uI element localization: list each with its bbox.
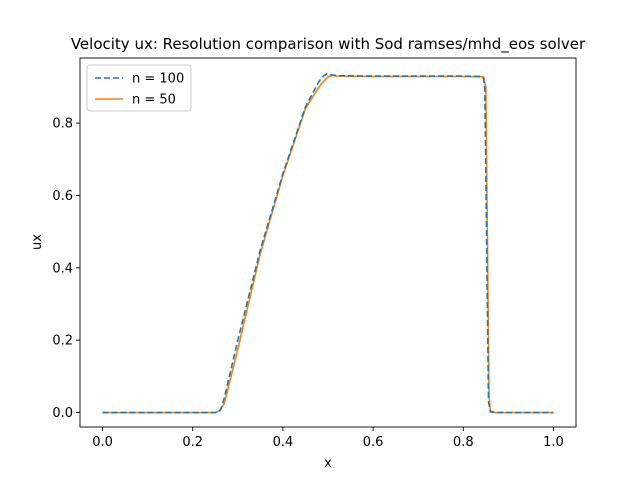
y-tick-label-0: 0.0 (52, 406, 73, 421)
axes-frame (79, 57, 577, 428)
legend-label-0: n = 100 (132, 72, 184, 87)
x-tick-label-4: 0.8 (453, 435, 474, 450)
legend: n = 100 n = 50 (86, 64, 192, 112)
chart-title: Velocity ux: Resolution comparison with … (71, 35, 586, 54)
plot-area: 0.0 0.2 0.4 0.6 0.8 1.0 0.0 0.2 0.4 0.6 0.8 (52, 57, 577, 450)
y-tick-label-1: 0.2 (52, 334, 73, 349)
x-tick-label-1: 0.2 (182, 435, 203, 450)
x-tick-label-2: 0.4 (273, 435, 294, 450)
x-tick-label-3: 0.6 (363, 435, 384, 450)
x-tick-label-5: 1.0 (543, 435, 564, 450)
y-tick-label-4: 0.8 (52, 117, 73, 132)
y-tick-label-3: 0.6 (52, 189, 73, 204)
series-line-0 (102, 73, 554, 414)
x-tick-label-0: 0.0 (92, 435, 113, 450)
y-axis-label: ux (30, 234, 45, 250)
y-tick-label-2: 0.4 (52, 261, 73, 276)
legend-label-1: n = 50 (132, 93, 176, 108)
x-axis-label: x (324, 456, 332, 471)
